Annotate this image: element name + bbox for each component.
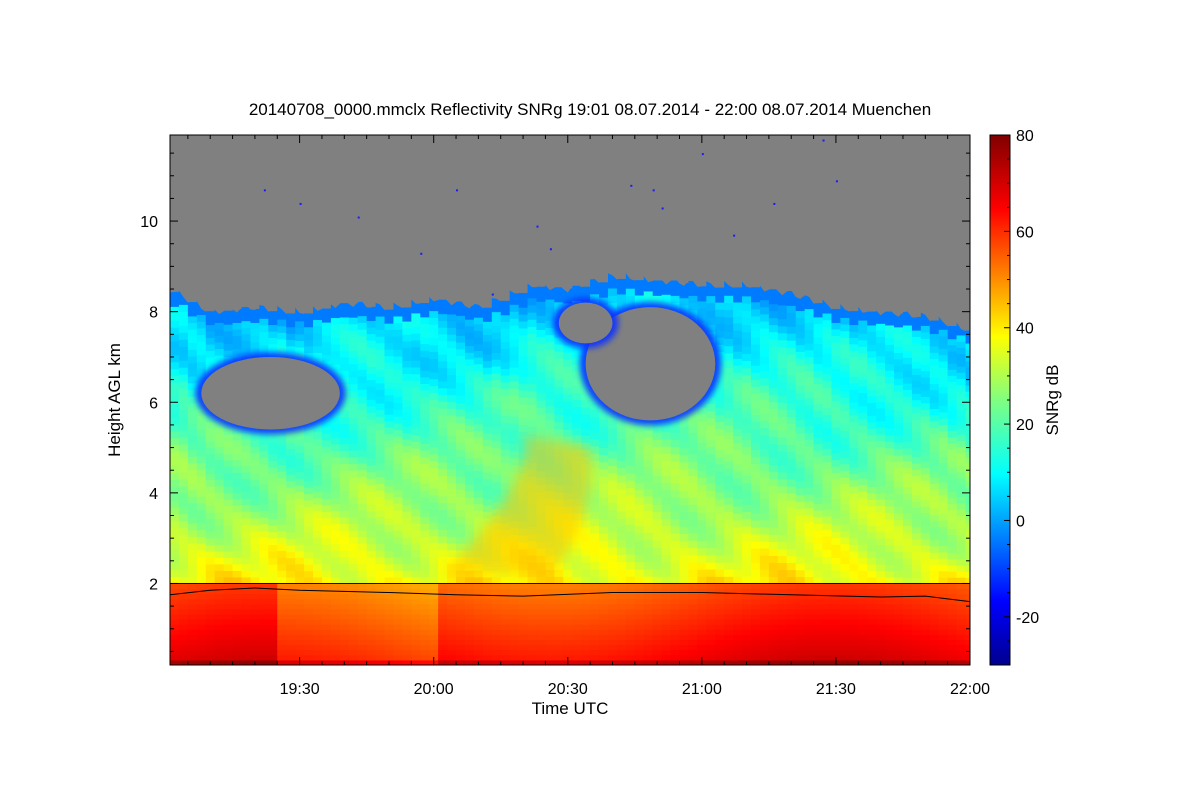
noise-speck xyxy=(822,139,825,142)
noise-speck xyxy=(263,189,266,192)
x-axis-label: Time UTC xyxy=(532,699,609,718)
plot-area xyxy=(169,134,971,666)
y-tick-label: 4 xyxy=(149,486,158,503)
boundary-layer-reflectivity xyxy=(170,582,970,665)
y-axis-label: Height AGL km xyxy=(105,343,124,457)
noise-speck xyxy=(549,248,552,251)
x-tick-label: 21:00 xyxy=(682,681,722,698)
noise-speck xyxy=(299,202,302,205)
y-tick-label: 6 xyxy=(149,395,158,412)
colorbar: -20 0 20 40 60 80 SNRg dB xyxy=(989,128,1062,666)
colorbar-tick-label: 0 xyxy=(1016,513,1025,530)
noise-speck xyxy=(652,189,655,192)
x-axis: 19:30 20:00 20:30 21:00 21:30 22:00 xyxy=(187,135,990,698)
boundary-layer-line xyxy=(169,587,971,603)
noise-speck xyxy=(773,202,776,205)
noise-speck xyxy=(456,189,459,192)
noise-speck xyxy=(835,180,838,183)
x-tick-label: 20:00 xyxy=(414,681,454,698)
colorbar-tick-label: 60 xyxy=(1016,224,1034,241)
noise-speck xyxy=(536,225,539,228)
colorbar-tick-label: 40 xyxy=(1016,321,1034,338)
x-tick-label: 21:30 xyxy=(816,681,856,698)
data-gap xyxy=(201,356,340,430)
noise-speck xyxy=(733,234,736,237)
noise-speck xyxy=(630,184,633,187)
data-gap xyxy=(558,302,613,344)
x-tick-label: 19:30 xyxy=(280,681,320,698)
chart-title: 20140708_0000.mmclx Reflectivity SNRg 19… xyxy=(249,100,931,119)
colorbar-tick-label: 20 xyxy=(1016,417,1034,434)
x-tick-label: 20:30 xyxy=(548,681,588,698)
noise-speck xyxy=(357,216,360,219)
y-tick-label: 2 xyxy=(149,576,158,593)
y-tick-label: 8 xyxy=(149,305,158,322)
no-data-above-cloud xyxy=(170,135,970,332)
noise-speck xyxy=(491,293,494,296)
colorbar-tick-label: -20 xyxy=(1016,610,1039,627)
y-axis: 2 4 6 8 10 xyxy=(140,152,970,652)
noise-speck xyxy=(701,153,704,156)
fall-streak xyxy=(442,433,591,575)
noise-speck xyxy=(661,207,664,210)
y-tick-label: 10 xyxy=(140,214,158,231)
noise-speckles xyxy=(170,139,970,584)
plot-frame xyxy=(169,134,971,666)
noise-speck xyxy=(420,252,423,255)
colorbar-label: SNRg dB xyxy=(1043,365,1062,436)
data-gap xyxy=(585,307,716,421)
x-tick-label: 22:00 xyxy=(950,681,990,698)
colorbar-tick-label: 80 xyxy=(1016,128,1034,145)
